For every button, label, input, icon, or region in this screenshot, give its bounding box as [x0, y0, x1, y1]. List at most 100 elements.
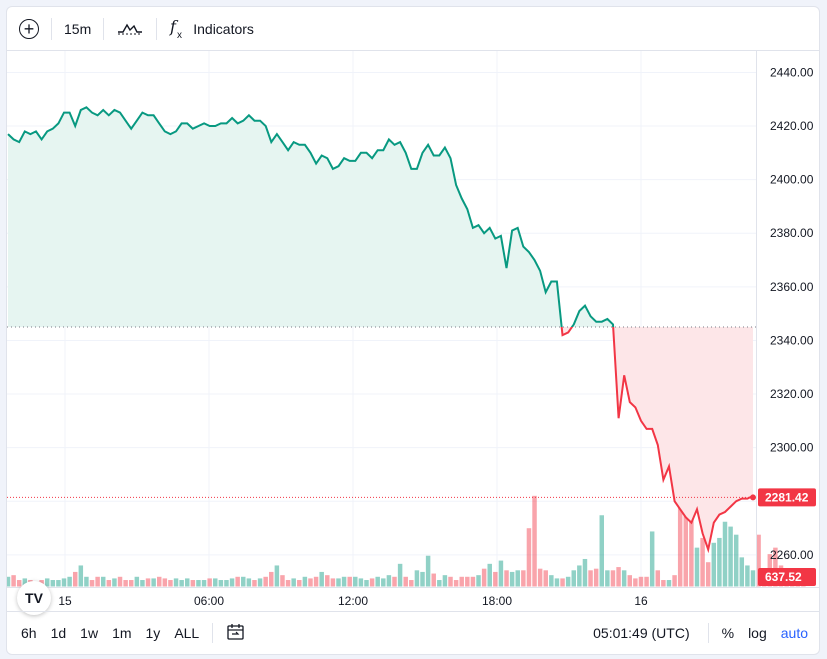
- price-tick-label: 2360.00: [770, 280, 814, 294]
- volume-bar: [72, 571, 78, 587]
- volume-bar: [269, 571, 274, 587]
- price-line-up: [7, 106, 615, 328]
- top-toolbar: + 15m f x Indicators: [7, 7, 819, 51]
- volume-bar: [235, 576, 240, 587]
- price-tick-label: 2260.00: [770, 548, 814, 562]
- range-all-button[interactable]: ALL: [174, 625, 200, 641]
- auto-toggle[interactable]: auto: [780, 625, 808, 641]
- price-tick-label: 2400.00: [770, 173, 814, 187]
- price-line-down: [560, 327, 754, 554]
- indicators-label: Indicators: [193, 20, 254, 37]
- volume-bar: [330, 578, 336, 587]
- volume-bar: [128, 580, 134, 587]
- go-to-date-button[interactable]: [219, 623, 253, 644]
- volume-bar: [364, 580, 369, 587]
- volume-bar: [173, 578, 179, 587]
- range-1m-button[interactable]: 1m: [112, 625, 132, 641]
- timezone-clock[interactable]: 05:01:49 (UTC): [593, 625, 690, 641]
- plus-circle-icon: +: [19, 18, 39, 39]
- volume-bar: [722, 521, 728, 587]
- volume-bar: [325, 575, 330, 587]
- volume-bar: [420, 571, 425, 587]
- volume-bar: [616, 567, 621, 587]
- interval-button[interactable]: 15m: [64, 20, 92, 37]
- tradingview-logo[interactable]: TV: [17, 581, 51, 615]
- volume-bar: [134, 576, 140, 587]
- svg-text:x: x: [177, 30, 182, 40]
- time-tick-label: 12:00: [338, 594, 368, 608]
- volume-bar: [117, 576, 123, 587]
- volume-bar: [515, 570, 520, 587]
- volume-bar: [375, 576, 380, 587]
- volume-bar: [157, 576, 162, 587]
- volume-bar: [526, 528, 532, 587]
- time-tick-label: 15: [58, 594, 72, 608]
- volume-bar: [84, 576, 89, 587]
- volume-bar: [50, 580, 56, 587]
- volume-bar: [145, 578, 151, 587]
- volume-bar: [263, 576, 268, 587]
- chart-area[interactable]: 2440.00 2420.00 2400.00 2380.00 2360.00 2340.…: [7, 51, 819, 615]
- log-toggle[interactable]: log: [748, 625, 767, 641]
- volume-bar: [11, 575, 16, 587]
- volume-bar: [431, 573, 436, 587]
- add-symbol-button[interactable]: +: [11, 14, 47, 44]
- volume-bar: [95, 576, 100, 587]
- percent-toggle[interactable]: %: [721, 625, 735, 641]
- volume-bar: [627, 575, 633, 587]
- volume-bar: [414, 570, 420, 587]
- volume-bar: [241, 576, 246, 587]
- volume-bar: [291, 578, 296, 587]
- price-chart[interactable]: 2440.00 2420.00 2400.00 2380.00 2360.00 2340.…: [7, 51, 819, 611]
- volume-bar: [308, 578, 313, 587]
- time-tick-label: 06:00: [194, 594, 224, 608]
- indicators-button[interactable]: f x Indicators: [161, 14, 262, 44]
- volume-bar: [549, 575, 554, 587]
- fx-icon: f x: [169, 18, 182, 40]
- volume-bar: [218, 580, 224, 587]
- toolbar-divider: [156, 17, 158, 40]
- price-tick-label: 2300.00: [770, 441, 814, 455]
- volume-bar: [498, 560, 504, 587]
- volume-bar: [717, 537, 722, 587]
- volume-bar: [644, 576, 649, 587]
- volume-bar: [353, 576, 358, 587]
- chart-type-button[interactable]: [108, 14, 152, 44]
- range-1d-button[interactable]: 1d: [50, 625, 67, 641]
- volume-bar: [78, 565, 84, 587]
- range-1w-button[interactable]: 1w: [80, 625, 99, 641]
- toolbar-divider: [51, 17, 52, 40]
- footer-divider: [212, 623, 214, 643]
- volume-bar: [661, 580, 666, 587]
- volume-bar: [756, 534, 761, 587]
- volume-bar: [61, 578, 67, 587]
- volume-bar: [229, 578, 235, 587]
- volume-bar: [89, 580, 95, 587]
- volume-bar: [442, 575, 448, 587]
- range-1y-button[interactable]: 1y: [145, 625, 161, 641]
- volume-bar: [347, 576, 352, 587]
- volume-bar: [358, 578, 364, 587]
- volume-bar: [728, 526, 733, 587]
- line-chart-icon: [118, 23, 143, 34]
- volume-bar: [610, 570, 616, 587]
- volume-bar: [341, 576, 347, 587]
- volume-bar: [246, 578, 252, 587]
- volume-bar: [313, 576, 319, 587]
- range-6h-button[interactable]: 6h: [21, 625, 37, 641]
- volume-bar: [409, 580, 414, 587]
- volume-bar: [224, 580, 229, 587]
- volume-bar: [694, 547, 700, 587]
- volume-bar: [582, 558, 588, 587]
- volume-bar: [470, 576, 476, 587]
- volume-bar: [106, 580, 112, 587]
- footer-divider: [707, 623, 709, 643]
- area-above-baseline: [8, 107, 753, 328]
- volume-bar: [386, 575, 392, 587]
- volume-bar: [700, 537, 705, 587]
- volume-bar: [689, 515, 694, 587]
- volume-bar: [112, 578, 117, 587]
- volume-bar: [381, 578, 386, 587]
- volume-bar: [252, 580, 257, 587]
- volume-bar: [683, 500, 689, 587]
